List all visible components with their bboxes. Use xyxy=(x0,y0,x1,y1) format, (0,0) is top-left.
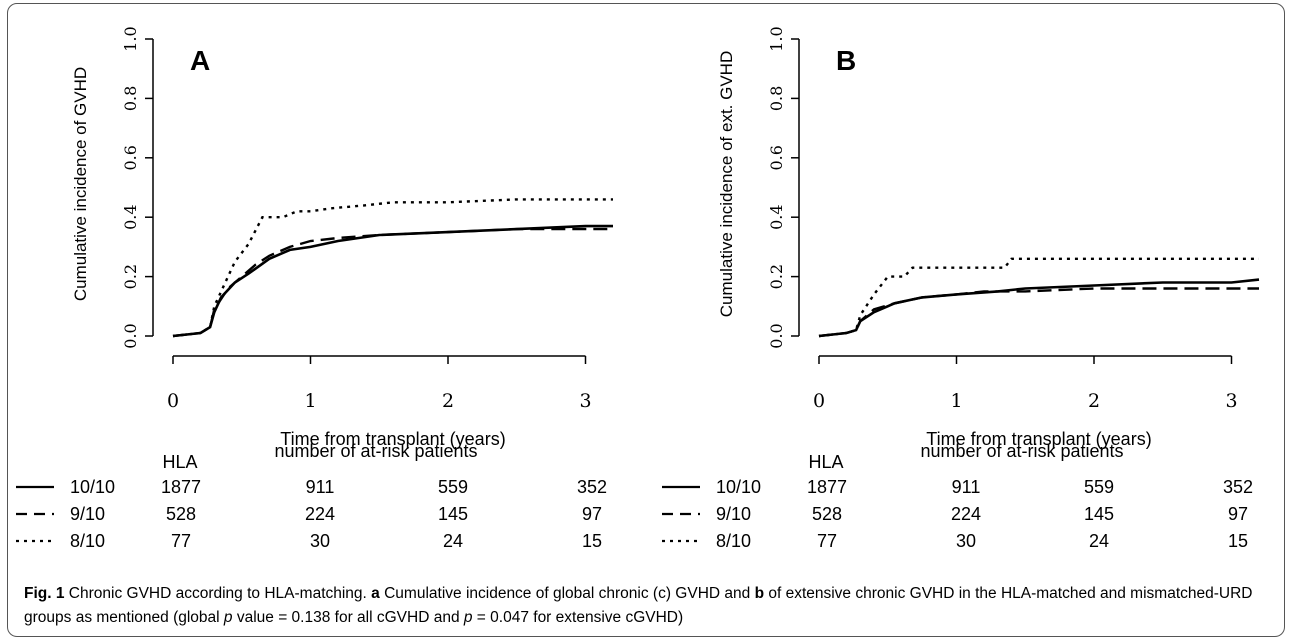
caption-part-b: b xyxy=(754,585,765,602)
y-tick-label-a: 0.6 xyxy=(121,145,140,170)
panel-label-b: B xyxy=(836,45,856,76)
caption-text-2: of extensive chronic GVHD in the HLA-mat… xyxy=(24,585,1253,626)
y-tick-label-b: 0.4 xyxy=(767,204,786,229)
y-tick-label-a: 0.2 xyxy=(121,264,140,289)
series-line-a-10-10 xyxy=(172,224,613,338)
y-tick-label-a: 1.0 xyxy=(121,26,140,51)
y-tick-label-b: 0.6 xyxy=(767,145,786,170)
y-tick-label-a: 0.0 xyxy=(121,323,140,348)
caption-p-symbol-2: p xyxy=(463,609,473,626)
series-line-b-9-10 xyxy=(818,287,1259,338)
caption-text-1: Cumulative incidence of global chronic (… xyxy=(379,585,755,602)
caption-text-3: value = 0.138 for all cGVHD and xyxy=(232,609,464,626)
caption-fig-label: Fig. 1 xyxy=(24,585,65,602)
caption-p-symbol-1: p xyxy=(223,609,233,626)
y-axis-label-a: Cumulative incidence of GVHD xyxy=(71,67,90,301)
caption-part-a: a xyxy=(371,585,380,602)
series-line-a-9-10 xyxy=(172,227,613,338)
x-axis-label-a: Time from transplant (years) xyxy=(280,429,505,449)
x-tick-label-b: 2 xyxy=(1088,390,1100,412)
x-tick-label-a: 1 xyxy=(304,390,316,412)
y-tick-label-b: 0.8 xyxy=(767,86,786,111)
y-tick-label-a: 0.8 xyxy=(121,86,140,111)
x-tick-label-a: 0 xyxy=(167,390,179,412)
y-axis-label-b: Cumulative incidence of ext. GVHD xyxy=(717,51,736,317)
y-tick-label-b: 1.0 xyxy=(767,26,786,51)
chart-panel-b: 0.0 0.2 0.4 0.6 0.8 1.0 0 1 2 3 Cumulative inciden… xyxy=(717,26,1260,449)
x-tick-label-b: 0 xyxy=(813,390,825,412)
y-tick-label-b: 0.2 xyxy=(767,264,786,289)
x-tick-label-a: 3 xyxy=(579,390,591,412)
x-tick-label-b: 1 xyxy=(950,390,962,412)
series-line-b-8-10 xyxy=(818,257,1259,338)
panel-label-a: A xyxy=(190,45,210,76)
series-line-a-8-10 xyxy=(172,198,613,338)
figure-caption: Fig. 1 Chronic GVHD according to HLA-mat… xyxy=(24,582,1279,630)
x-tick-label-a: 2 xyxy=(442,390,454,412)
y-tick-label-a: 0.4 xyxy=(121,204,140,229)
caption-title: Chronic GVHD according to HLA-matching. xyxy=(64,585,372,602)
y-tick-label-b: 0.0 xyxy=(767,323,786,348)
figure-frame: 0.0 0.2 0.4 0.6 0.8 1.0 0 1 2 3 Cumulative inciden… xyxy=(7,3,1285,637)
x-tick-label-b: 3 xyxy=(1225,390,1237,412)
x-axis-label-b: Time from transplant (years) xyxy=(926,429,1151,449)
chart-panel-a: 0.0 0.2 0.4 0.6 0.8 1.0 0 1 2 3 Cumulative inciden… xyxy=(71,26,613,449)
caption-text-4: = 0.047 for extensive cGVHD) xyxy=(472,609,684,626)
